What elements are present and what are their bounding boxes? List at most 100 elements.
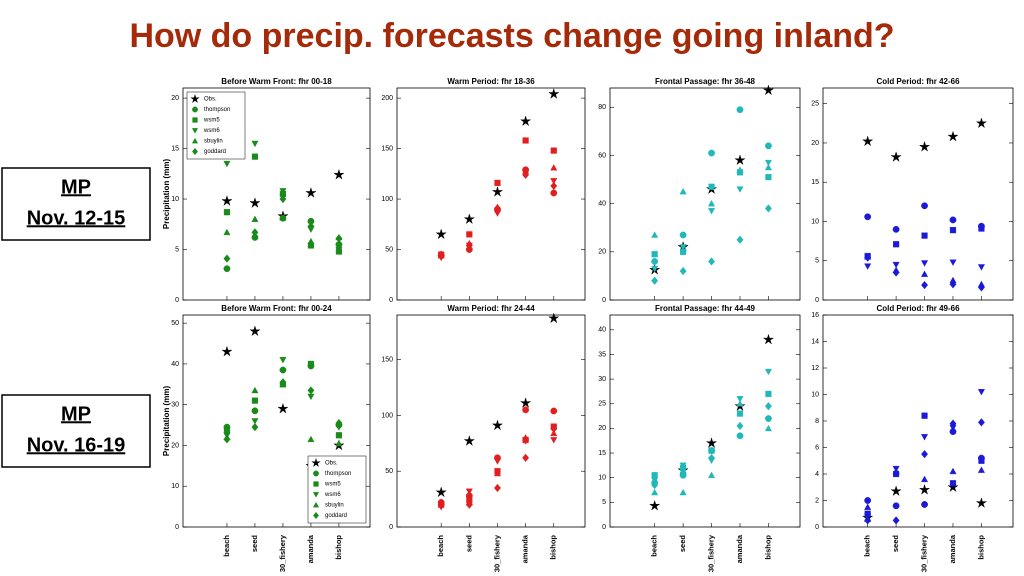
marker <box>890 485 902 497</box>
panel: Frontal Passage: fhr 44-49 0 5 10 15 20 25 30 35… <box>598 304 801 572</box>
y-tick-label: 16 <box>811 312 819 319</box>
marker <box>975 497 988 508</box>
marker <box>764 163 772 171</box>
marker <box>679 488 687 496</box>
marker <box>463 213 475 225</box>
marker <box>221 195 233 206</box>
marker <box>435 486 447 498</box>
marker <box>550 178 558 185</box>
marker <box>223 228 231 236</box>
y-tick-label: 40 <box>598 327 606 334</box>
marker <box>764 424 772 432</box>
y-tick-label: 25 <box>598 401 606 408</box>
marker <box>494 483 501 493</box>
marker <box>918 140 931 152</box>
marker <box>708 149 715 157</box>
marker <box>977 264 985 271</box>
plot-area <box>609 87 801 301</box>
marker <box>519 115 532 127</box>
marker <box>736 235 744 244</box>
marker <box>864 263 872 270</box>
marker <box>705 437 718 448</box>
y-tick-label: 10 <box>171 483 179 490</box>
marker <box>279 357 287 364</box>
legend-marker <box>313 481 319 487</box>
y-tick-label: 12 <box>811 365 819 372</box>
marker <box>519 397 532 408</box>
marker <box>651 231 659 238</box>
marker <box>550 181 558 191</box>
marker <box>466 231 473 238</box>
marker <box>251 215 259 222</box>
marker <box>249 325 261 337</box>
marker <box>680 248 687 255</box>
y-tick-label: 20 <box>598 425 606 432</box>
marker <box>764 159 772 167</box>
marker <box>679 266 687 276</box>
marker <box>491 419 504 431</box>
marker <box>307 360 315 368</box>
y-tick-label: 8 <box>815 418 819 425</box>
marker <box>762 333 775 345</box>
marker <box>736 421 744 431</box>
legend-box <box>186 91 246 160</box>
marker <box>762 84 775 96</box>
legend-marker <box>192 117 198 123</box>
panel: Warm Period: fhr 18-36 0 50 100 150 200 <box>381 77 586 304</box>
marker <box>892 516 900 525</box>
slide-title: How do precip. forecasts change going in… <box>129 17 894 55</box>
y-tick-label: 15 <box>811 179 819 186</box>
y-tick-label: 25 <box>811 101 819 108</box>
panel: Cold Period: fhr 42-66 0 5 10 15 20 25 <box>811 77 1014 304</box>
marker <box>679 244 687 251</box>
legend-marker <box>192 147 198 156</box>
marker <box>277 402 289 414</box>
marker <box>921 202 928 210</box>
y-tick-label: 50 <box>385 468 393 475</box>
marker <box>918 483 931 495</box>
marker <box>977 283 985 292</box>
marker <box>223 435 231 444</box>
panel-title: Frontal Passage: fhr 36-48 <box>655 77 756 86</box>
y-tick-label: 40 <box>171 361 179 368</box>
marker <box>764 402 772 411</box>
y-tick-label: 5 <box>175 246 179 253</box>
y-tick-label: 20 <box>171 442 179 449</box>
y-axis-label: Precipitation (mm) <box>162 159 171 230</box>
marker <box>494 207 501 216</box>
marker <box>279 378 287 387</box>
marker <box>522 453 530 462</box>
marker <box>949 216 957 224</box>
legend-marker <box>313 511 319 520</box>
marker <box>522 170 530 179</box>
y-tick-label: 10 <box>171 196 179 203</box>
y-tick-label: 100 <box>381 412 393 419</box>
panel: Before Warm Front: fhr 00-24 0 10 20 30 40 50 P… <box>162 304 371 572</box>
marker <box>708 183 715 190</box>
marker <box>223 265 231 273</box>
legend-label: sbuylin <box>204 139 223 145</box>
legend-label: Obs. <box>204 97 217 103</box>
legend-label: Obs. <box>325 461 338 467</box>
y-tick-label: 0 <box>815 297 819 304</box>
y-tick-label: 6 <box>815 444 819 451</box>
panel: Before Warm Front: fhr 00-18 0 5 10 15 20 Prec… <box>162 77 371 304</box>
x-tick-label: beach <box>650 535 659 557</box>
row-label: MP <box>61 176 91 198</box>
x-tick-label: bishop <box>334 535 343 560</box>
row-label: MP <box>61 403 91 425</box>
y-tick-label: 4 <box>815 471 819 478</box>
marker <box>548 312 560 324</box>
y-tick-label: 0 <box>175 524 179 531</box>
marker <box>522 434 530 441</box>
y-tick-label: 20 <box>811 140 819 147</box>
marker <box>335 418 343 428</box>
marker <box>251 418 259 425</box>
marker <box>734 154 746 166</box>
marker <box>651 488 659 496</box>
marker <box>494 179 501 186</box>
marker <box>765 174 772 181</box>
x-tick-label: 30_fishery <box>278 534 287 572</box>
marker <box>251 422 259 432</box>
y-tick-label: 20 <box>598 249 606 256</box>
